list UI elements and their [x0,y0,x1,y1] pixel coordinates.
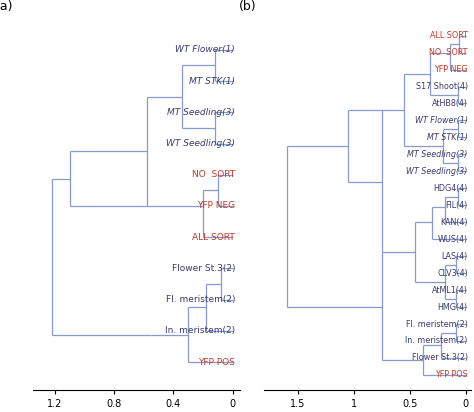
Text: Fl. meristem(2): Fl. meristem(2) [166,295,235,304]
Text: YFP POS: YFP POS [435,370,468,379]
Text: ALL SORT: ALL SORT [430,31,468,40]
Text: In. meristem(2): In. meristem(2) [165,326,235,335]
Text: HDG4(4): HDG4(4) [434,184,468,193]
Text: YFP NEG: YFP NEG [197,201,235,211]
Text: Flower St.3(2): Flower St.3(2) [172,264,235,273]
Text: Flower St.3(2): Flower St.3(2) [412,353,468,363]
Text: MT STK(1): MT STK(1) [189,77,235,86]
Text: WT Seedling(3): WT Seedling(3) [407,167,468,176]
Text: (b): (b) [239,0,257,13]
Text: NO  SORT: NO SORT [429,48,468,57]
Text: MT STK(1): MT STK(1) [427,133,468,142]
Text: FIL(4): FIL(4) [446,201,468,210]
Text: (a): (a) [0,0,13,13]
Text: WT Flower(1): WT Flower(1) [415,116,468,125]
Text: YFP NEG: YFP NEG [434,65,468,74]
Text: CLV3(4): CLV3(4) [437,269,468,278]
Text: MT Seedling(3): MT Seedling(3) [408,150,468,159]
Text: MT Seedling(3): MT Seedling(3) [167,108,235,117]
Text: KAN(4): KAN(4) [440,218,468,227]
Text: LAS(4): LAS(4) [442,252,468,261]
Text: AtHB8(4): AtHB8(4) [432,99,468,108]
Text: NO  SORT: NO SORT [192,170,235,179]
Text: WT Flower(1): WT Flower(1) [175,45,235,54]
Text: WT Seedling(3): WT Seedling(3) [166,139,235,148]
Text: AtML1(4): AtML1(4) [432,286,468,295]
Text: S17 Shoot(4): S17 Shoot(4) [416,82,468,91]
Text: In. meristem(2): In. meristem(2) [405,337,468,346]
Text: WUS(4): WUS(4) [438,235,468,243]
Text: ALL SORT: ALL SORT [192,233,235,242]
Text: Fl. meristem(2): Fl. meristem(2) [406,320,468,328]
Text: YFP POS: YFP POS [198,358,235,367]
Text: HMG(4): HMG(4) [438,302,468,311]
